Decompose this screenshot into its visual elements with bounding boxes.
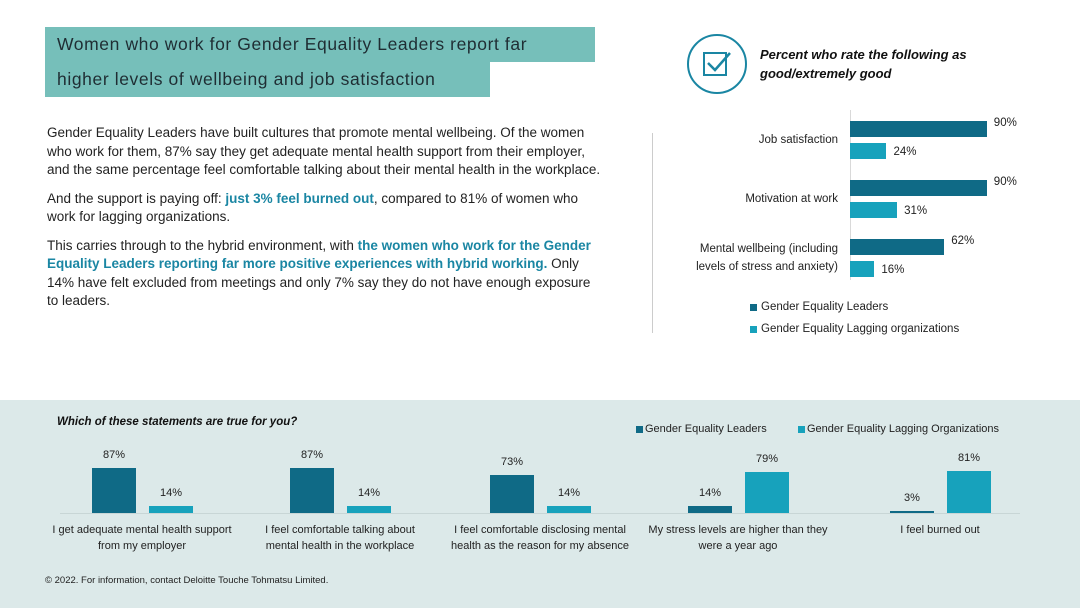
value-label: 16%: [881, 264, 905, 276]
value-label: 3%: [904, 492, 920, 505]
category-label: I feel comfortable disclosing mental hea…: [451, 524, 629, 552]
bar: [850, 239, 945, 255]
bar: [850, 143, 887, 159]
legend-label: Gender Equality Leaders: [645, 423, 767, 435]
bar: [850, 202, 898, 218]
separator: [652, 133, 653, 333]
category-label: Motivation at work: [745, 193, 838, 205]
value-label: 90%: [993, 176, 1017, 188]
value-label: 14%: [357, 486, 381, 499]
bar: [850, 180, 987, 196]
category-label: I feel comfortable talking about mental …: [265, 524, 415, 552]
value-label: 14%: [159, 486, 183, 499]
category-label: Mental wellbeing (including levels of st…: [696, 243, 838, 273]
text-span: This carries through to the hybrid envir…: [47, 237, 358, 253]
category-label: I feel burned out: [900, 524, 980, 536]
category-label: I get adequate mental health support fro…: [52, 524, 232, 552]
paragraph: And the support is paying off: just 3% f…: [47, 190, 602, 227]
text-span: , compared to 81% of women who work for …: [47, 190, 578, 225]
bar: [149, 505, 193, 513]
bar: [347, 505, 391, 513]
value-label: 14%: [557, 486, 581, 499]
value-label: 31%: [904, 205, 928, 217]
text-span: just 3% feel burned out: [225, 190, 374, 206]
value-label: 24%: [893, 146, 917, 158]
axis-line: [60, 513, 1020, 514]
value-label: 73%: [500, 456, 524, 469]
bottom-band: [0, 400, 1080, 608]
paragraph: Gender Equality Leaders have built cultu…: [47, 124, 602, 180]
bar: [745, 471, 789, 513]
value-label: 90%: [993, 117, 1017, 129]
text-span: Gender Equality Leaders have built cultu…: [47, 125, 601, 177]
category-label: My stress levels are higher than they we…: [648, 524, 828, 552]
legend-swatch: [750, 326, 757, 333]
legend-label: Gender Equality Lagging Organizations: [807, 423, 1000, 435]
legend-swatch: [636, 426, 643, 433]
paragraph: This carries through to the hybrid envir…: [47, 237, 602, 311]
bar: [290, 467, 334, 513]
legend-swatch: [798, 426, 805, 433]
bar: [890, 511, 934, 513]
bar: [850, 121, 987, 137]
bar: [688, 505, 732, 513]
footer: © 2022. For information, contact Deloitt…: [45, 575, 329, 586]
body-text: Gender Equality Leaders have built cultu…: [47, 124, 602, 321]
category-label: Job satisfaction: [758, 134, 838, 146]
legend-swatch: [750, 304, 757, 311]
legend-label: Gender Equality Lagging organizations: [761, 323, 960, 335]
text-span: the women who work for the Gender Equali…: [47, 237, 591, 272]
bar: [92, 467, 136, 513]
text-span: And the support is paying off:: [47, 190, 226, 206]
value-label: 79%: [755, 452, 779, 465]
check-icon: [687, 34, 747, 94]
text-span: Only 14% have felt excluded from meeting…: [47, 256, 591, 308]
value-label: 62%: [951, 235, 975, 247]
title-line: Women who work for Gender Equality Leade…: [45, 27, 595, 62]
title-line: higher levels of wellbeing and job satis…: [45, 62, 490, 97]
bar: [947, 470, 991, 513]
bar: [850, 261, 875, 277]
value-label: 87%: [300, 448, 324, 461]
chart-title: Percent who rate the following as good/e…: [760, 47, 967, 81]
value-label: 87%: [102, 448, 126, 461]
chart-title: Which of these statements are true for y…: [57, 416, 298, 428]
value-label: 81%: [957, 451, 981, 464]
value-label: 14%: [698, 486, 722, 499]
bar: [547, 505, 591, 513]
bar: [490, 475, 534, 513]
legend-label: Gender Equality Leaders: [761, 301, 889, 313]
